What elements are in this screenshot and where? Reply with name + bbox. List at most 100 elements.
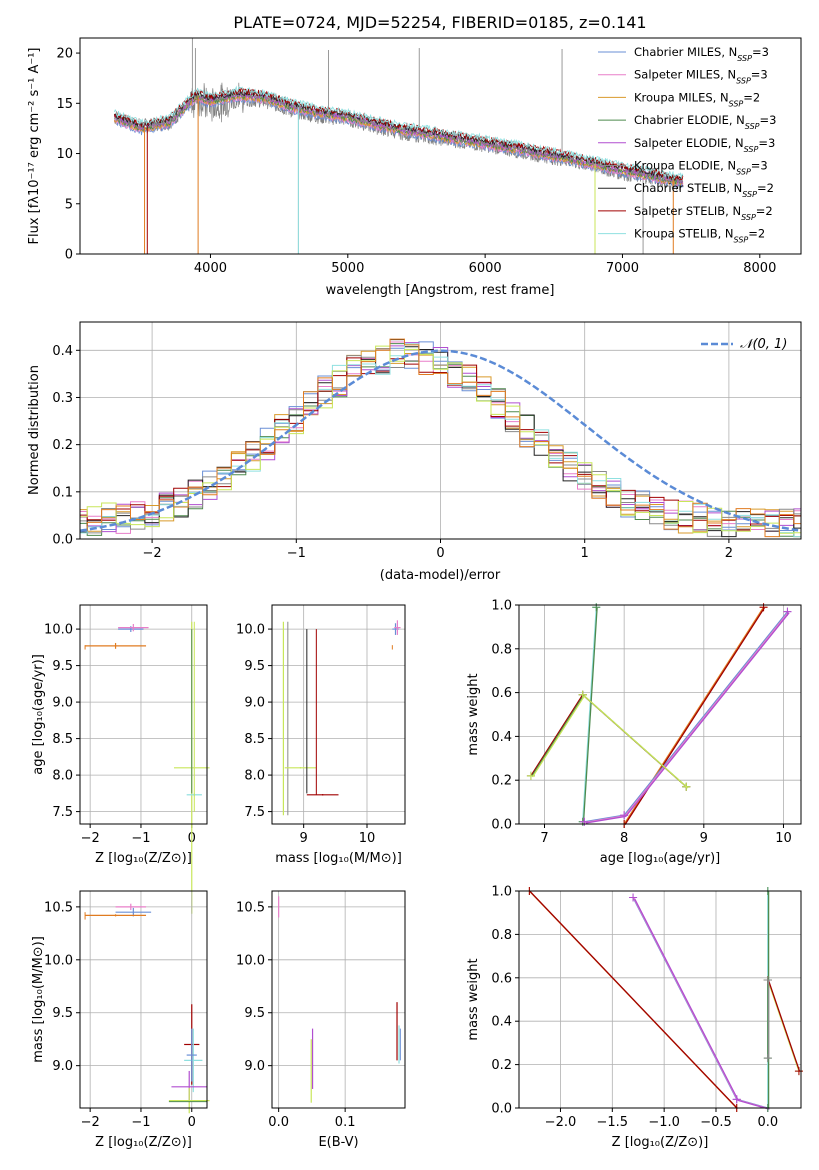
y-tick-label: 1.0 xyxy=(491,599,512,614)
y-tick-label: 9.0 xyxy=(52,1059,73,1074)
y-tick-label: 0.6 xyxy=(491,971,512,986)
y-tick-label: 0 xyxy=(65,248,73,263)
y-tick-label: 8.0 xyxy=(244,769,265,784)
y-tick-label: 0.1 xyxy=(52,485,73,500)
figure-title: PLATE=0724, MJD=52254, FIBERID=0185, z=0… xyxy=(233,13,646,32)
y-tick-label: 0.0 xyxy=(491,818,512,833)
x-tick-label: 10 xyxy=(775,831,792,846)
point-marker xyxy=(794,1067,803,1076)
x-axis-label: E(B-V) xyxy=(318,1135,358,1150)
mass-weight-line xyxy=(582,607,597,822)
x-tick-label: 5000 xyxy=(331,261,364,276)
x-tick-label: −1 xyxy=(131,831,150,846)
point-marker xyxy=(580,817,589,826)
point-marker xyxy=(783,607,792,616)
spectrum-xlabel: wavelength [Angstrom, rest frame] xyxy=(326,283,555,298)
hist-steps xyxy=(80,338,801,538)
spectrum-legend: Chabrier MILES, NSSP=3 Salpeter MILES, NS… xyxy=(598,45,776,244)
y-tick-label: 10.0 xyxy=(236,953,265,968)
legend-entry: Kroupa MILES, NSSP=2 xyxy=(634,90,760,108)
x-tick-label: 2 xyxy=(725,546,733,561)
point-marker xyxy=(592,603,601,612)
y-tick-label: 8.5 xyxy=(244,732,265,747)
spectrum-plot-area xyxy=(113,38,684,254)
y-axis-label: mass weight xyxy=(466,958,481,1040)
massweight-vs-age-panel: 7 8 9 10 0.0 0.2 0.4 0.6 0.8 1.0 age [log₁₀(age/yr… xyxy=(466,599,802,866)
mass-weight-line xyxy=(633,897,769,1110)
x-tick-label: 0 xyxy=(188,1115,196,1130)
model-spectrum xyxy=(113,85,684,180)
y-tick-label: 0.8 xyxy=(491,642,512,657)
point-marker xyxy=(629,893,638,902)
y-tick-label: 10.5 xyxy=(44,900,73,915)
legend-entry: Salpeter ELODIE, NSSP=3 xyxy=(634,136,775,154)
y-tick-label: 9.5 xyxy=(52,659,73,674)
mass-weight-line xyxy=(767,980,801,1072)
legend-entry: Chabrier MILES, NSSP=3 xyxy=(634,45,769,63)
massweight-vs-z-panel: −2.0 −1.5 −1.0 −0.5 0.0 0.0 0.2 0.4 0.6 0.8 1.0 Z [… xyxy=(466,885,803,1150)
y-tick-label: 10.5 xyxy=(236,900,265,915)
y-tick-label: 0.6 xyxy=(491,686,512,701)
x-tick-label: −1 xyxy=(131,1115,150,1130)
x-tick-label: −2.0 xyxy=(545,1115,577,1130)
y-tick-label: 0.4 xyxy=(52,344,73,359)
mass-weight-line xyxy=(585,612,790,824)
y-tick-label: 10.0 xyxy=(44,953,73,968)
model-spectrum xyxy=(113,90,684,184)
hist-step-series xyxy=(80,348,801,537)
x-tick-label: 0.0 xyxy=(268,1115,289,1130)
y-tick-label: 0.4 xyxy=(491,1015,512,1030)
legend-entry: Chabrier STELIB, NSSP=2 xyxy=(634,181,774,199)
gauss-curve xyxy=(80,349,799,532)
x-tick-label: −1.0 xyxy=(648,1115,680,1130)
hist-xlabel: (data-model)/error xyxy=(380,568,501,583)
y-tick-label: 9.0 xyxy=(244,1059,265,1074)
point-marker xyxy=(682,782,691,791)
hist-ticks: −2 −1 0 1 2 0.0 0.1 0.2 0.3 0.4 xyxy=(52,344,733,561)
y-tick-label: 10.0 xyxy=(44,623,73,638)
point-marker xyxy=(732,1095,741,1104)
x-tick-label: −1.5 xyxy=(597,1115,629,1130)
mass-vs-z-panel: −2 −1 0 9.0 9.5 10.0 10.5 Z [log₁₀(Z/Z⊙)] mass [… xyxy=(31,890,210,1150)
mass-weight-line xyxy=(584,611,789,824)
x-tick-label: 6000 xyxy=(469,261,502,276)
hist-step-series xyxy=(80,339,801,538)
x-tick-label: −1 xyxy=(287,546,306,561)
y-tick-label: 0.8 xyxy=(491,928,512,943)
x-tick-label: 10 xyxy=(359,831,376,846)
mass-vs-ebv-panel: 0.0 0.1 9.0 9.5 10.0 10.5 E(B-V) xyxy=(236,890,406,1150)
x-tick-label: 0.0 xyxy=(757,1115,778,1130)
y-tick-label: 9.5 xyxy=(244,659,265,674)
y-tick-label: 9.0 xyxy=(244,696,265,711)
spectrum-ticks: 4000 5000 6000 7000 8000 0 5 10 15 20 xyxy=(56,47,776,276)
y-tick-label: 0.4 xyxy=(491,730,512,745)
panel-frame xyxy=(271,890,406,1109)
panel-frame xyxy=(518,604,802,825)
y-axis-label: mass weight xyxy=(466,673,481,755)
mass-weight-line xyxy=(582,607,598,823)
point-marker xyxy=(763,1054,772,1063)
x-axis-label: age [log₁₀(age/yr)] xyxy=(600,851,721,866)
x-tick-label: 9 xyxy=(700,831,708,846)
y-tick-label: 10.0 xyxy=(236,623,265,638)
y-tick-label: 9.5 xyxy=(52,1006,73,1021)
panel-frame xyxy=(79,604,208,825)
legend-entry: Salpeter STELIB, NSSP=2 xyxy=(634,204,773,222)
y-tick-label: 0.2 xyxy=(491,1058,512,1073)
y-tick-label: 8.0 xyxy=(52,769,73,784)
legend-entry: Kroupa ELODIE, NSSP=3 xyxy=(634,159,768,177)
spectrum-ylabel: Flux [fλ10⁻¹⁷ erg cm⁻² s⁻¹ A⁻¹] xyxy=(27,48,42,245)
mass-weight-line xyxy=(531,695,689,789)
y-tick-label: 0.2 xyxy=(491,774,512,789)
y-tick-label: 10 xyxy=(56,147,73,162)
x-axis-label: Z [log₁₀(Z/Z⊙)] xyxy=(95,851,192,866)
x-tick-label: 9 xyxy=(300,831,308,846)
model-spectrum xyxy=(113,91,684,185)
y-tick-label: 20 xyxy=(56,47,73,62)
y-tick-label: 9.0 xyxy=(52,696,73,711)
y-tick-label: 0.0 xyxy=(52,533,73,548)
point-marker xyxy=(578,690,587,699)
hist-step-series xyxy=(80,345,801,534)
point-marker xyxy=(620,811,629,820)
